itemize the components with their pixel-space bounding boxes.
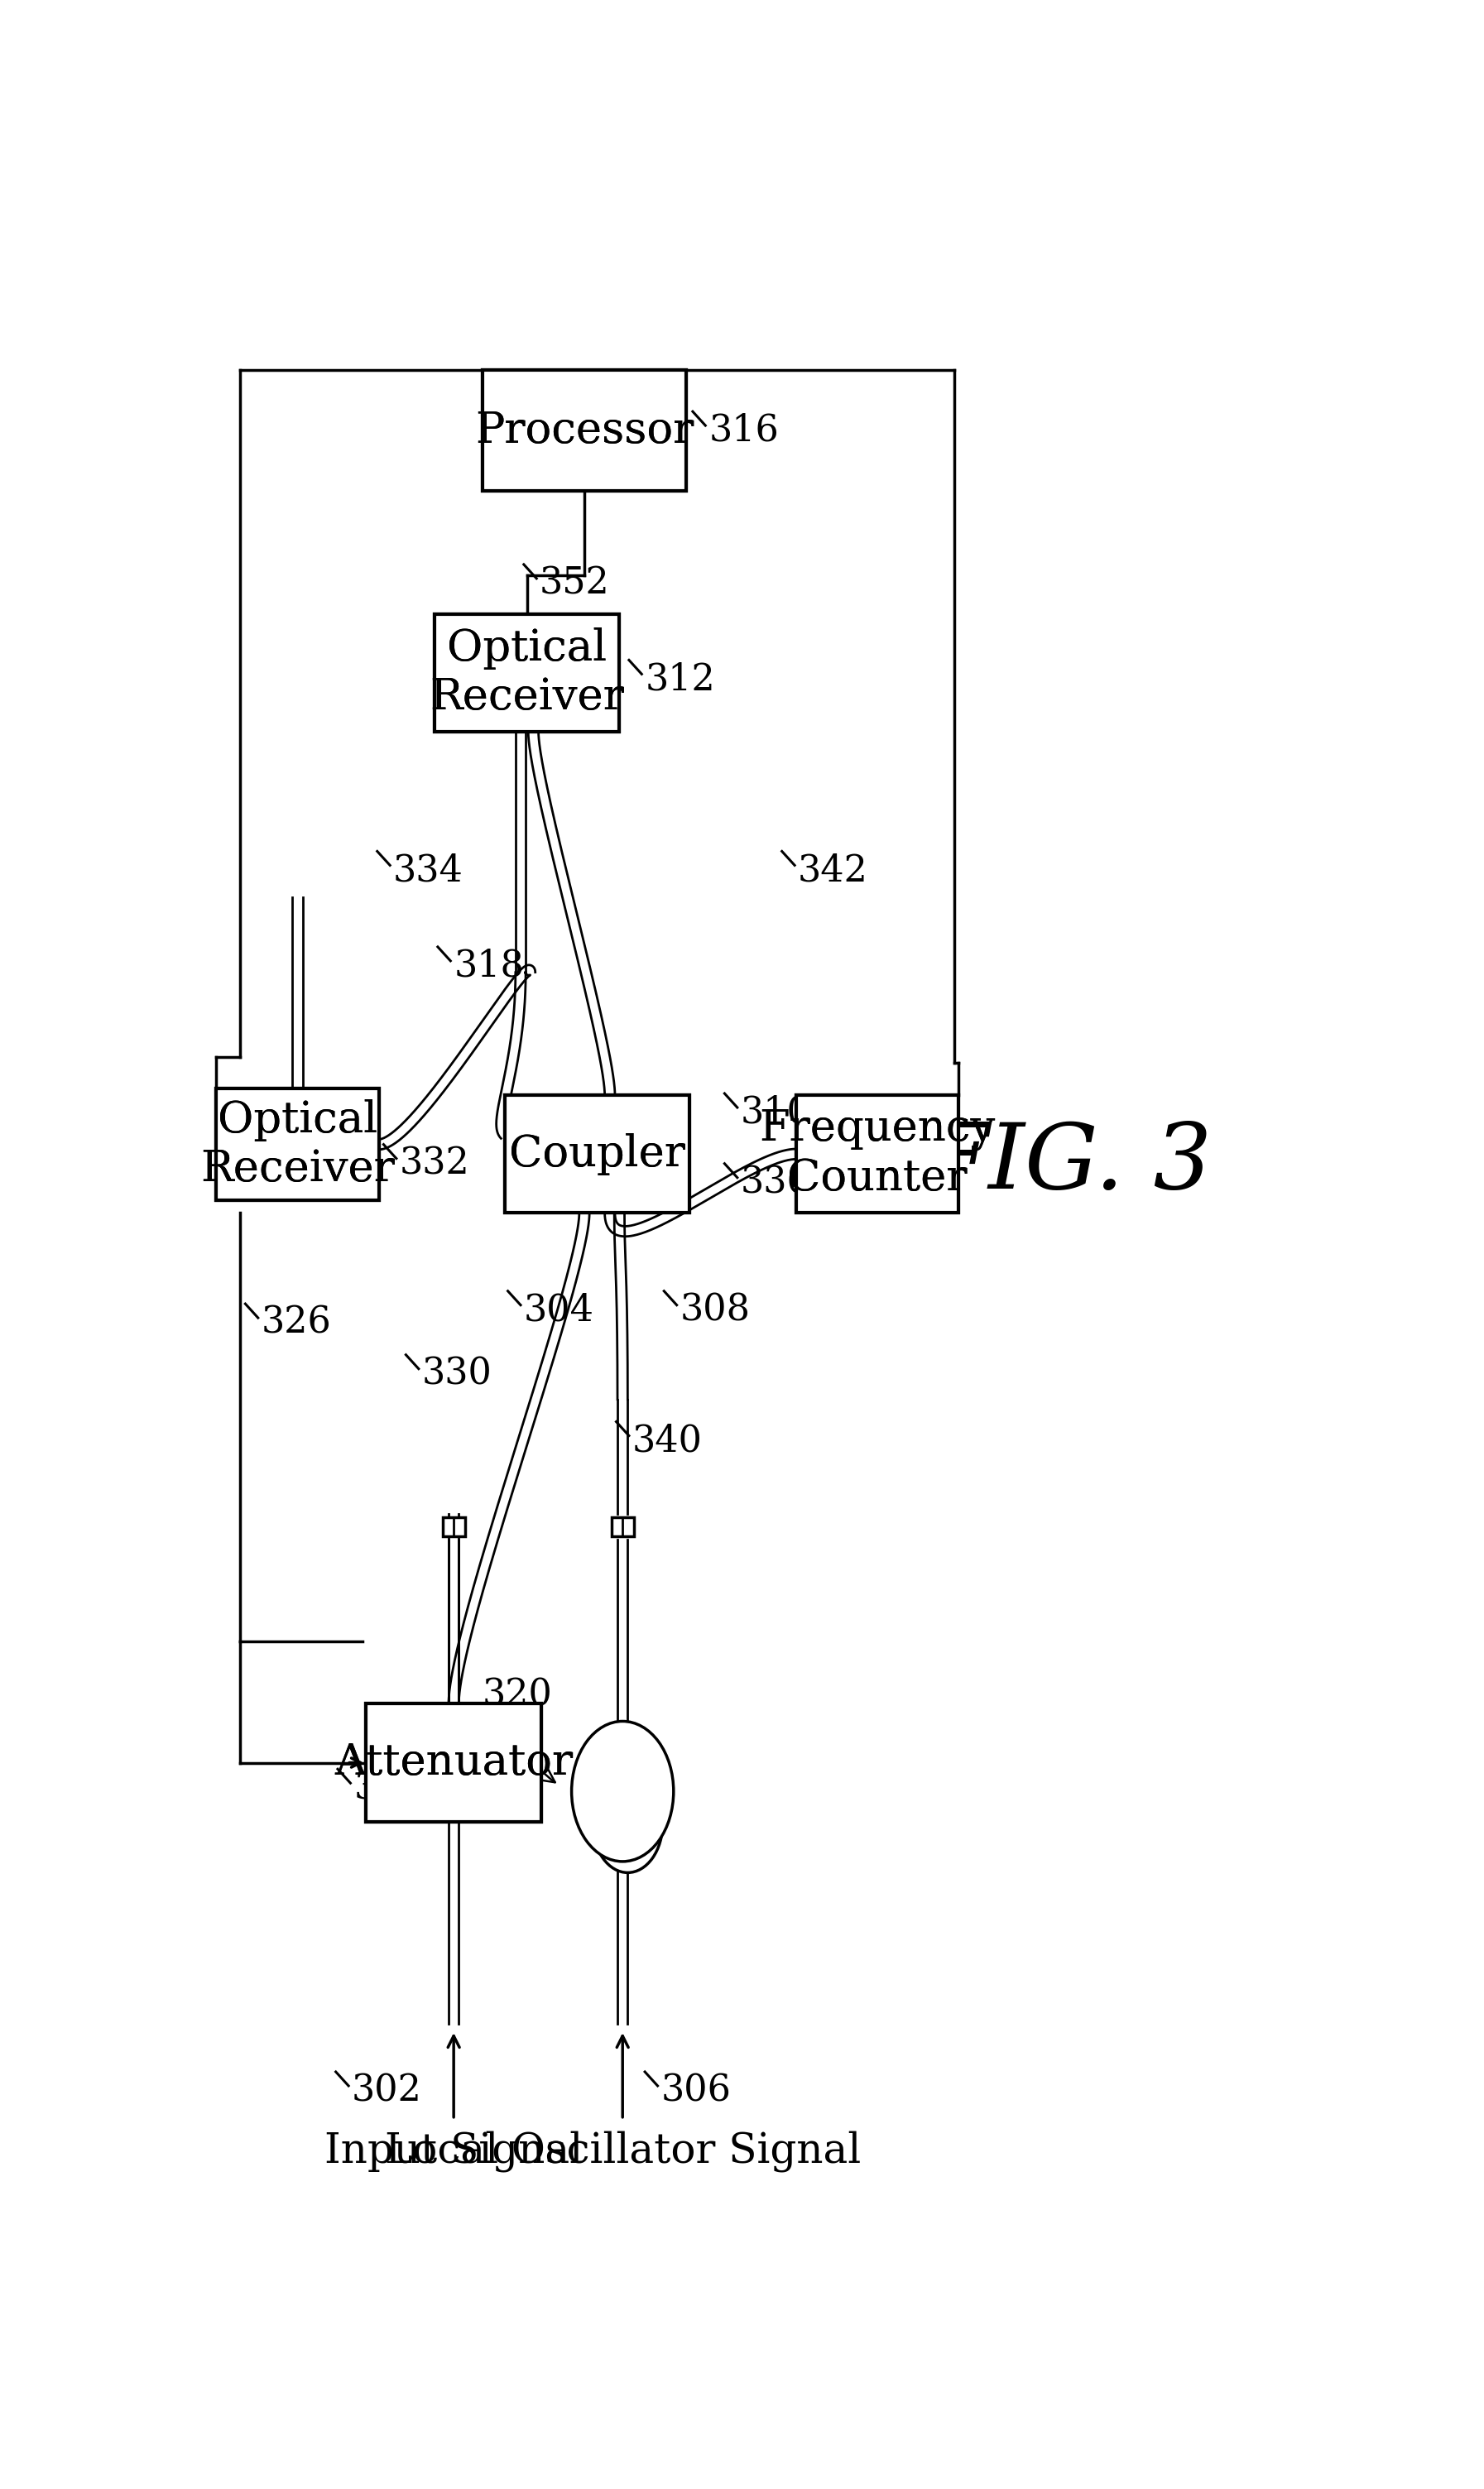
- Text: Optical
Receiver: Optical Receiver: [430, 627, 625, 719]
- Bar: [435, 615, 619, 732]
- Text: Optical
Receiver: Optical Receiver: [430, 627, 625, 719]
- Ellipse shape: [592, 1775, 663, 1872]
- Text: 312: 312: [646, 662, 715, 697]
- Text: 352: 352: [540, 565, 610, 602]
- Bar: [442, 1518, 464, 1536]
- Text: 318: 318: [454, 948, 524, 983]
- Text: Local Oscillator Signal: Local Oscillator Signal: [384, 2131, 861, 2173]
- Text: 326: 326: [261, 1304, 331, 1342]
- Text: Coupler: Coupler: [509, 1132, 686, 1175]
- Text: Attenuator: Attenuator: [334, 1742, 573, 1785]
- Text: 316: 316: [709, 413, 779, 448]
- Text: Input Signal: Input Signal: [325, 2131, 583, 2173]
- Text: 302: 302: [352, 2073, 421, 2108]
- Ellipse shape: [571, 1722, 674, 1862]
- Text: 340: 340: [632, 1424, 702, 1459]
- Text: Processor: Processor: [475, 411, 693, 451]
- Bar: [797, 1095, 959, 1212]
- Text: Optical
Receiver: Optical Receiver: [200, 1100, 395, 1190]
- Bar: [435, 615, 619, 732]
- Text: 306: 306: [660, 2073, 732, 2108]
- Text: 336: 336: [741, 1165, 810, 1200]
- Text: 324: 324: [353, 1770, 424, 1807]
- Text: Processor: Processor: [475, 411, 693, 451]
- Bar: [367, 1705, 542, 1822]
- Text: 310: 310: [741, 1095, 810, 1130]
- Text: Attenuator: Attenuator: [334, 1742, 573, 1785]
- Bar: [505, 1095, 690, 1212]
- Text: 320: 320: [482, 1678, 555, 1782]
- Text: FIG. 3: FIG. 3: [925, 1120, 1212, 1207]
- Text: Coupler: Coupler: [509, 1132, 686, 1175]
- Text: 330: 330: [421, 1357, 493, 1391]
- Bar: [217, 1088, 378, 1200]
- Text: Frequency
Counter: Frequency Counter: [760, 1108, 996, 1200]
- Text: 308: 308: [680, 1292, 751, 1329]
- Bar: [797, 1095, 959, 1212]
- Text: 334: 334: [393, 854, 463, 889]
- Text: Optical
Receiver: Optical Receiver: [200, 1100, 395, 1190]
- Bar: [505, 1095, 690, 1212]
- Bar: [367, 1705, 542, 1822]
- Bar: [482, 371, 686, 490]
- Text: Frequency
Counter: Frequency Counter: [760, 1108, 996, 1200]
- Text: 304: 304: [524, 1292, 594, 1329]
- Text: 342: 342: [798, 854, 868, 889]
- Bar: [611, 1518, 634, 1536]
- Bar: [217, 1088, 378, 1200]
- Bar: [482, 371, 686, 490]
- Text: 332: 332: [399, 1145, 469, 1182]
